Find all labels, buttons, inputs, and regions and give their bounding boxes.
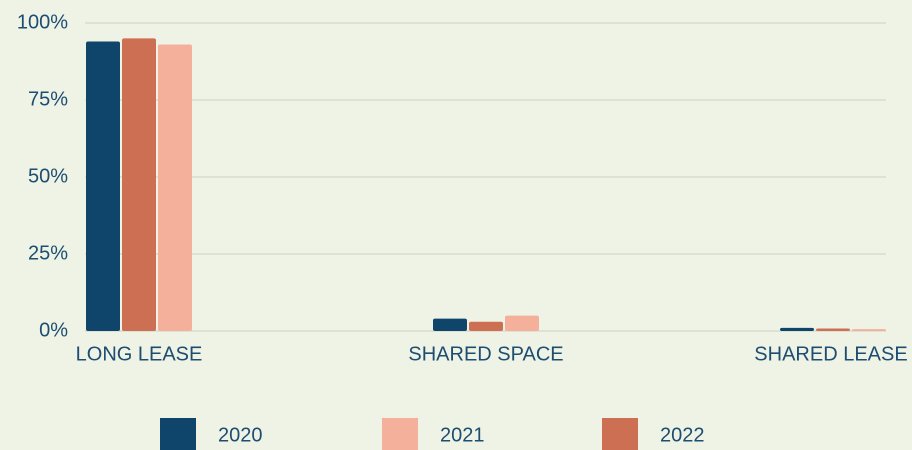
bar [816, 328, 850, 331]
bar [122, 38, 156, 332]
legend-label: 2021 [440, 424, 485, 446]
y-tick-label: 75% [28, 88, 68, 110]
y-tick-label: 0% [39, 319, 68, 341]
bar [852, 329, 886, 331]
x-tick-label: LONG LEASE [76, 343, 203, 365]
legend-label: 2022 [660, 424, 705, 446]
y-tick-label: 100% [17, 11, 68, 33]
bar [433, 318, 467, 331]
y-tick-label: 25% [28, 242, 68, 264]
bar [780, 327, 814, 331]
legend-swatch [160, 418, 196, 450]
bar [158, 44, 192, 332]
legend-swatch [382, 418, 418, 450]
bar [505, 315, 539, 331]
x-tick-label: SHARED SPACE [408, 343, 563, 365]
bar [86, 41, 120, 331]
y-tick-label: 50% [28, 165, 68, 187]
legend-swatch [602, 418, 638, 450]
bar [469, 321, 503, 331]
legend-label: 2020 [218, 424, 263, 446]
x-tick-label: SHARED LEASE [754, 343, 907, 365]
